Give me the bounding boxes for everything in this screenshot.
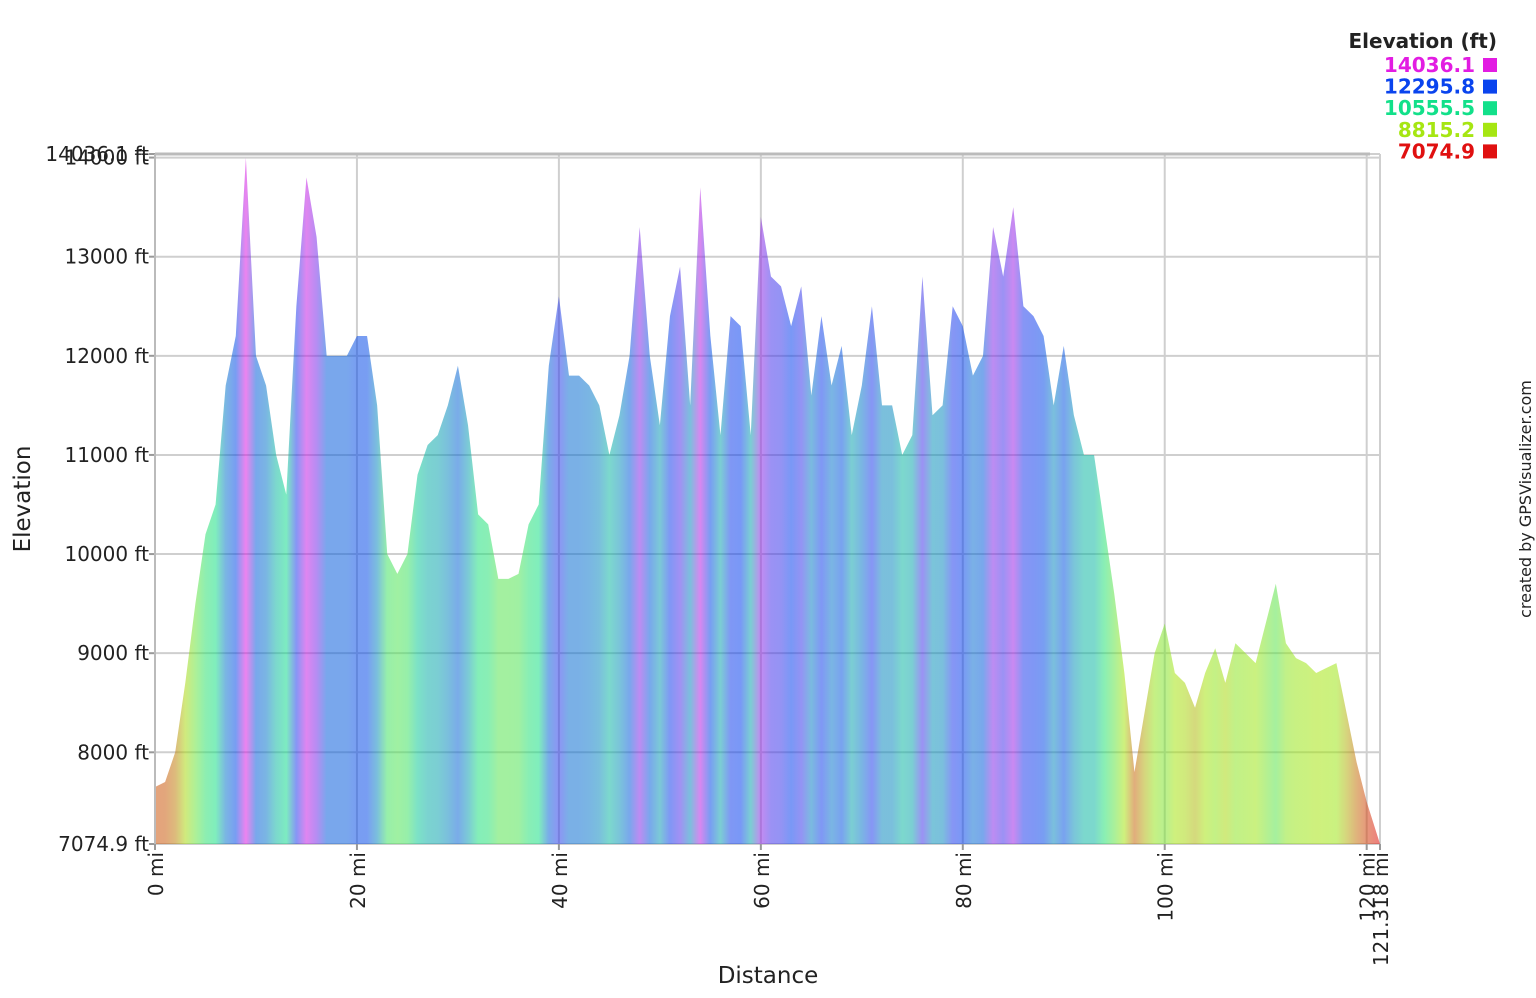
legend-label: 14036.1 [1384,53,1475,77]
y-axis-label: Elevation [10,446,36,553]
legend-swatch [1483,101,1497,116]
x-tick-label: 100 mi [1154,852,1178,922]
x-axis-label: Distance [718,963,819,989]
y-tick-label: 10000 ft [64,542,149,566]
legend-label: 8815.2 [1398,118,1475,142]
y-tick-label: 11000 ft [64,443,149,467]
legend-swatch [1483,79,1497,94]
x-tick-label: 0 mi [144,852,168,896]
x-tick-label: 80 mi [952,852,976,909]
legend-swatch [1483,122,1497,137]
y-tick-label: 14036.1 ft [45,142,149,166]
x-tick-label: 40 mi [548,852,572,909]
y-tick-label: 8000 ft [77,740,149,764]
x-tick-label: 20 mi [346,852,370,909]
x-tick-label: 121.318 mi [1369,852,1393,966]
legend-swatch [1483,144,1497,159]
y-tick-label: 9000 ft [77,641,149,665]
x-tick-label: 60 mi [750,852,774,909]
y-tick-label: 14000 ft [64,146,149,170]
elevation-area [155,157,1380,845]
legend-label: 12295.8 [1384,75,1475,99]
y-tick-label: 12000 ft [64,344,149,368]
y-tick-label: 13000 ft [64,245,149,269]
x-tick-label: 120 mi [1356,852,1380,922]
legend-label: 10555.5 [1384,96,1475,120]
credit: created by GPSVisualizer.com [1516,380,1535,618]
legend-title: Elevation (ft) [1348,29,1497,53]
legend-swatch [1483,58,1497,72]
y-tick-label: 7074.9 ft [58,832,149,856]
legend-label: 7074.9 [1398,139,1475,163]
